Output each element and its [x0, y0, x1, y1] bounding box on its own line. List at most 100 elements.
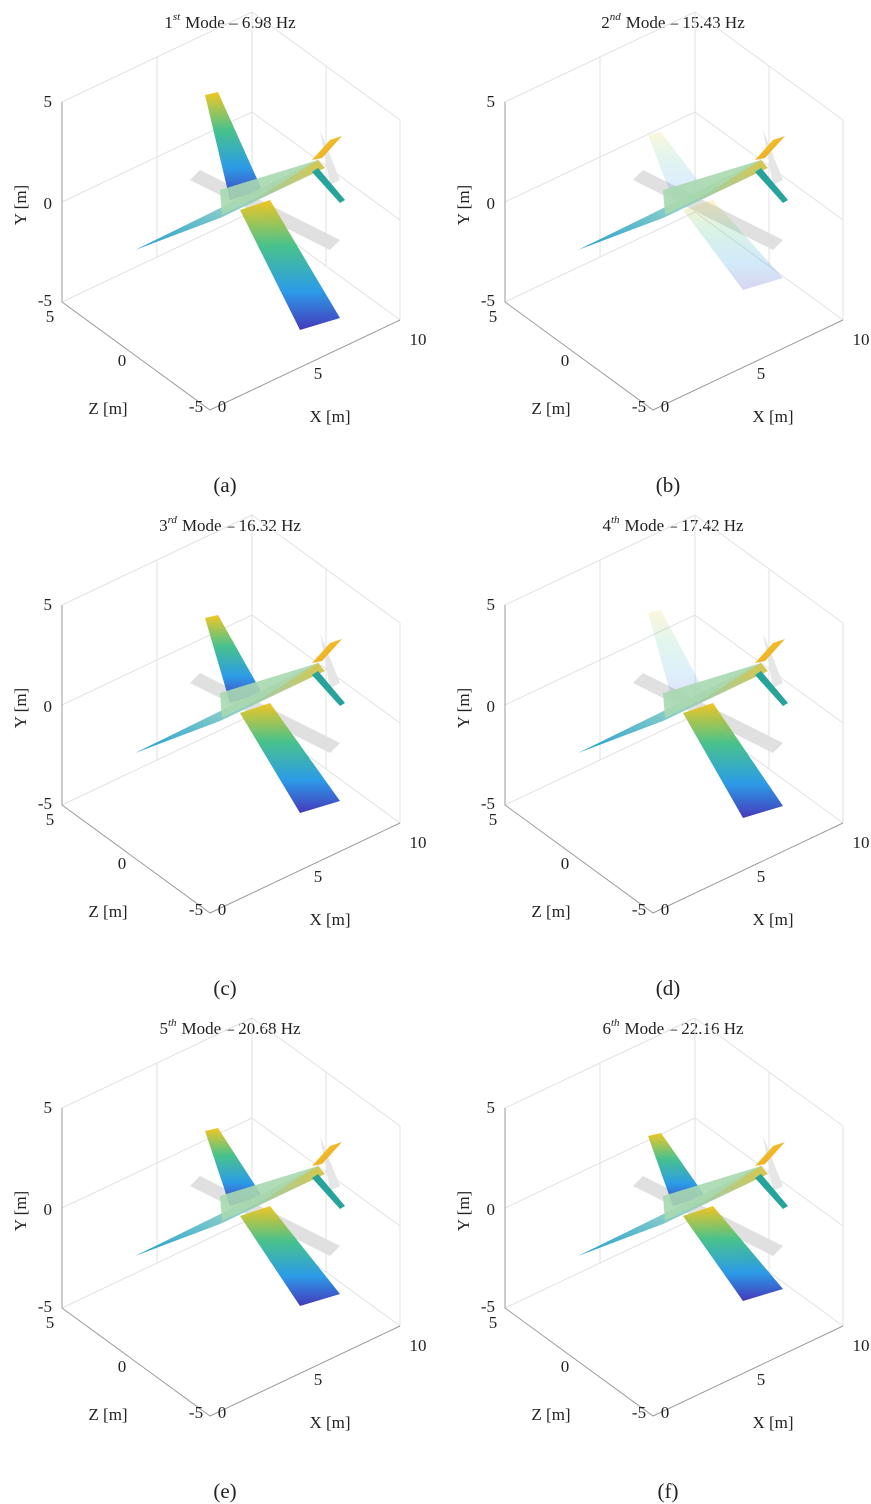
- tail-fin: [755, 136, 785, 160]
- undeformed-tail: [763, 633, 783, 688]
- axis-line: [61, 605, 401, 914]
- title-ordinal: 3: [159, 516, 168, 535]
- undeformed-tail: [763, 130, 783, 185]
- panel-caption: (a): [213, 473, 236, 497]
- z-tick-label: 0: [561, 854, 570, 873]
- wing-near: [240, 703, 340, 813]
- tail-fin: [312, 639, 342, 663]
- y-tick-label: 5: [44, 595, 53, 614]
- fuselage-top: [663, 663, 761, 718]
- x-tick-label: 10: [853, 833, 870, 852]
- panel-caption: (e): [213, 1479, 236, 1503]
- x-axis-label: X [m]: [309, 910, 350, 929]
- panel-caption: (f): [658, 1479, 679, 1503]
- x-axis-label: X [m]: [309, 407, 350, 426]
- y-tick-label: 5: [487, 92, 496, 111]
- x-tick-label: 0: [661, 397, 670, 416]
- undeformed-tail: [320, 1136, 340, 1191]
- panel-title: 4th Mode – 17.42 Hz: [602, 514, 744, 535]
- wing-far: [205, 615, 262, 703]
- stabilizer: [755, 671, 788, 706]
- grid-line: [251, 1117, 401, 1227]
- x-tick-label: 10: [410, 330, 427, 349]
- wing-near: [683, 703, 783, 818]
- x-tick-label: 5: [314, 867, 323, 886]
- y-tick-label: 5: [487, 1098, 496, 1117]
- panel-caption: (c): [213, 976, 236, 1000]
- panel-title: 6th Mode – 22.16 Hz: [602, 1017, 744, 1038]
- title-suffix: th: [611, 1017, 620, 1029]
- title-ordinal: 5: [159, 1019, 168, 1038]
- y-tick-label: 0: [487, 1200, 496, 1219]
- axes-box: [504, 514, 844, 824]
- mode-shape: [135, 615, 345, 813]
- y-tick-label: -5: [38, 1297, 52, 1316]
- z-tick-label: 5: [489, 1313, 498, 1332]
- y-tick-label: 0: [44, 1200, 53, 1219]
- z-tick-label: -5: [189, 397, 203, 416]
- mode-shape: [578, 1133, 788, 1301]
- z-tick-label: -5: [189, 1403, 203, 1422]
- title-text: Mode – 22.16 Hz: [625, 1019, 744, 1038]
- x-tick-label: 0: [661, 900, 670, 919]
- z-axis-label: Z [m]: [88, 399, 127, 418]
- y-tick-label: -5: [481, 794, 495, 813]
- title-text: Mode – 20.68 Hz: [182, 1019, 301, 1038]
- title-ordinal: 6: [602, 1019, 611, 1038]
- y-axis-label: Y [m]: [454, 688, 473, 728]
- x-axis-label: X [m]: [752, 407, 793, 426]
- panel-title: 5th Mode – 20.68 Hz: [159, 1017, 301, 1038]
- undeformed-tail: [763, 1136, 783, 1191]
- axis-line: [504, 605, 844, 914]
- y-tick-label: -5: [38, 291, 52, 310]
- x-tick-label: 10: [410, 1336, 427, 1355]
- y-tick-label: 0: [44, 697, 53, 716]
- panel-title: 2nd Mode – 15.43 Hz: [601, 11, 745, 32]
- fuselage-top: [220, 663, 318, 718]
- stabilizer: [312, 671, 345, 706]
- panel-title: 1st Mode – 6.98 Hz: [164, 11, 296, 32]
- y-tick-label: -5: [481, 1297, 495, 1316]
- z-tick-label: 5: [489, 307, 498, 326]
- z-tick-label: -5: [632, 1403, 646, 1422]
- stabilizer: [312, 168, 345, 203]
- fuselage-top: [220, 160, 318, 215]
- z-tick-label: 0: [561, 1357, 570, 1376]
- stabilizer: [755, 168, 788, 203]
- y-axis-label: Y [m]: [11, 688, 30, 728]
- x-tick-label: 0: [218, 397, 227, 416]
- title-text: Mode – 16.32 Hz: [182, 516, 301, 535]
- z-tick-label: 5: [46, 307, 55, 326]
- x-tick-label: 10: [410, 833, 427, 852]
- y-tick-label: 0: [487, 697, 496, 716]
- mode-shape: [135, 1128, 345, 1306]
- wing-far: [205, 92, 262, 200]
- x-tick-label: 5: [314, 364, 323, 383]
- axis-line: [61, 102, 401, 411]
- mode-shape: [578, 610, 788, 818]
- title-ordinal: 1: [164, 13, 173, 32]
- wing-near: [240, 1206, 340, 1306]
- z-tick-label: -5: [189, 900, 203, 919]
- grid-line: [251, 614, 401, 724]
- panel-caption: (d): [656, 976, 681, 1000]
- z-tick-label: 5: [46, 810, 55, 829]
- wing-near: [240, 200, 340, 330]
- x-tick-label: 5: [757, 867, 766, 886]
- title-suffix: rd: [168, 514, 178, 526]
- x-tick-label: 0: [218, 1403, 227, 1422]
- grid-line: [504, 111, 696, 203]
- y-axis-label: Y [m]: [454, 185, 473, 225]
- fuselage-top: [663, 160, 761, 215]
- x-axis-label: X [m]: [752, 910, 793, 929]
- stabilizer: [312, 1174, 345, 1209]
- y-tick-label: 5: [44, 92, 53, 111]
- grid-line: [694, 614, 844, 724]
- tail-fin: [312, 136, 342, 160]
- y-tick-label: -5: [38, 794, 52, 813]
- x-tick-label: 10: [853, 1336, 870, 1355]
- z-tick-label: 5: [46, 1313, 55, 1332]
